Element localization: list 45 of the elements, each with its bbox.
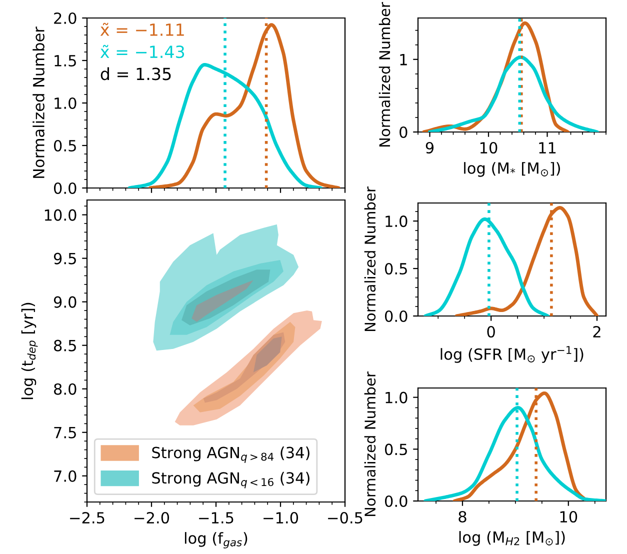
x-tick-label: 9 bbox=[426, 142, 434, 154]
x-tick-label: 10 bbox=[560, 510, 578, 523]
y-axis-title: Normalized Number bbox=[364, 186, 376, 332]
x-tick-label: −1.5 bbox=[199, 512, 234, 524]
x-axis-title: log (M$_{H2}$ [M$_{⊙}$]) bbox=[459, 531, 565, 546]
x-axis-title: log (f$_{gas}$) bbox=[184, 532, 248, 548]
y-axis-title: Normalized Number bbox=[378, 2, 390, 147]
y-tick-label: 8.5 bbox=[54, 340, 76, 352]
x-axis-title: log (SFR [M$_{⊙}$ yr$^{−1}$]) bbox=[440, 346, 584, 363]
y-tick-label: 1.0 bbox=[386, 216, 408, 228]
y-tick-label: 1.5 bbox=[54, 55, 76, 67]
y-axis-title: Normalized Number bbox=[364, 372, 376, 516]
legend-label: Strong AGN$_{q<16}$ (34) bbox=[152, 472, 310, 488]
y-tick-label: 2.0 bbox=[54, 12, 76, 24]
y-tick-label: 7.5 bbox=[54, 427, 76, 438]
y-tick-label: 1.0 bbox=[54, 97, 76, 110]
y-tick-label: 9.5 bbox=[54, 252, 76, 264]
annotation: d = 1.35 bbox=[100, 67, 171, 80]
y-axis-title: log (t$_{dep}$ [yr]) bbox=[21, 302, 38, 400]
x-tick-label: −2.5 bbox=[70, 512, 104, 524]
y-tick-label: 0.0 bbox=[384, 495, 408, 508]
x-tick-label: −0.5 bbox=[328, 512, 362, 524]
annotation: x̃ = −1.11 bbox=[100, 22, 184, 36]
x-tick-label: 11 bbox=[539, 142, 556, 154]
x-tick-label: 10 bbox=[480, 142, 498, 154]
y-tick-label: 0.5 bbox=[54, 140, 76, 152]
x-tick-label: −2.0 bbox=[134, 512, 170, 524]
y-tick-label: 0 bbox=[400, 126, 408, 138]
y-tick-label: 9.0 bbox=[54, 296, 76, 308]
x-tick-label: 2 bbox=[593, 326, 600, 338]
y-tick-label: 1.0 bbox=[386, 392, 408, 404]
x-tick-label: −1.0 bbox=[264, 512, 298, 524]
y-tick-label: 0.5 bbox=[384, 444, 407, 456]
y-axis-title: Normalized Number bbox=[32, 26, 44, 178]
x-tick-label: 8 bbox=[458, 510, 466, 523]
legend-label: Strong AGN$_{q>84}$ (34) bbox=[152, 446, 310, 463]
y-tick-label: 8.0 bbox=[54, 383, 76, 395]
y-tick-label: 1 bbox=[400, 54, 407, 66]
y-tick-label: 10.0 bbox=[44, 209, 76, 221]
y-tick-label: 0.0 bbox=[384, 310, 408, 322]
y-tick-label: 0.5 bbox=[384, 262, 407, 275]
x-axis-title: log (M$_{*}$ [M$_{⊙}$]) bbox=[464, 162, 560, 177]
y-tick-label: 0.0 bbox=[54, 182, 76, 194]
annotation: x̃ = −1.43 bbox=[100, 44, 184, 58]
y-tick-label: 7.0 bbox=[54, 470, 76, 482]
